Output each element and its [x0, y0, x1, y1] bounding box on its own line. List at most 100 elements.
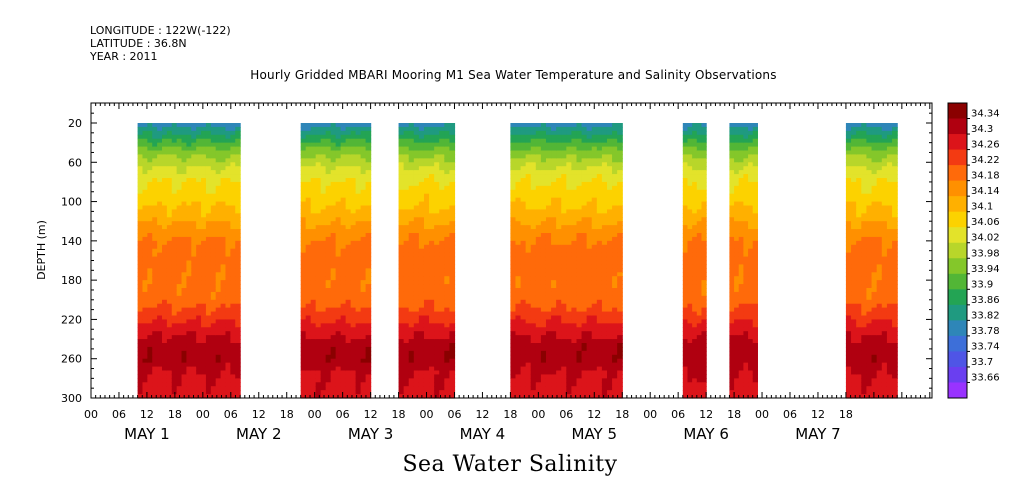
salinity-cell [335, 123, 342, 128]
salinity-cell [612, 205, 618, 211]
salinity-cell [162, 162, 168, 167]
salinity-cell [576, 162, 583, 167]
salinity-cell [423, 382, 430, 387]
salinity-cell [530, 378, 537, 383]
salinity-cell [556, 315, 562, 321]
salinity-cell [325, 126, 332, 132]
salinity-cell [525, 272, 532, 277]
salinity-cell [449, 130, 456, 136]
salinity-cell [696, 154, 703, 159]
salinity-cell [325, 311, 332, 317]
salinity-cell [147, 264, 153, 269]
salinity-cell [556, 225, 562, 230]
salinity-cell [345, 311, 352, 317]
salinity-cell [449, 256, 456, 262]
salinity-cell [330, 350, 337, 356]
salinity-cell [581, 268, 588, 273]
salinity-cell [413, 225, 420, 230]
salinity-cell [305, 358, 312, 364]
salinity-cell [545, 394, 552, 399]
salinity-cell [225, 256, 231, 262]
salinity-cell [581, 126, 588, 132]
salinity-cell [345, 154, 352, 159]
salinity-cell [235, 256, 241, 262]
salinity-cell [551, 288, 557, 293]
salinity-cell [345, 193, 352, 199]
salinity-cell [423, 264, 430, 269]
salinity-cell [692, 331, 698, 336]
salinity-cell [566, 370, 572, 376]
salinity-cell [335, 260, 342, 266]
salinity-cell [551, 142, 557, 148]
salinity-cell [310, 229, 317, 234]
salinity-cell [196, 213, 202, 218]
salinity-cell [201, 370, 207, 376]
salinity-cell [525, 252, 532, 258]
salinity-cell [617, 362, 623, 368]
salinity-cell [545, 362, 552, 368]
salinity-cell [515, 229, 522, 234]
salinity-cell [142, 331, 148, 336]
salinity-cell [305, 323, 312, 328]
salinity-cell [360, 225, 367, 230]
salinity-cell [157, 205, 163, 211]
salinity-cell [692, 170, 698, 175]
salinity-cell [166, 174, 173, 179]
salinity-cell [210, 374, 217, 379]
salinity-cell [576, 201, 583, 207]
salinity-cell [176, 123, 183, 128]
salinity-cell [591, 229, 598, 234]
salinity-cell [576, 354, 583, 360]
salinity-cell [210, 386, 217, 391]
salinity-cell [576, 390, 583, 395]
salinity-cell [142, 181, 148, 187]
salinity-cell [687, 382, 693, 387]
salinity-cell [591, 189, 598, 195]
salinity-cell [196, 134, 202, 140]
salinity-cell [176, 205, 183, 211]
salinity-cell [551, 158, 557, 163]
salinity-cell [166, 146, 173, 152]
salinity-cell [429, 209, 435, 214]
salinity-cell [176, 311, 183, 317]
salinity-cell [530, 303, 537, 309]
salinity-cell [692, 288, 698, 293]
salinity-cell [345, 386, 352, 391]
salinity-cell [162, 272, 168, 277]
salinity-cell [601, 166, 608, 171]
salinity-cell [403, 307, 410, 313]
salinity-cell [152, 213, 158, 218]
salinity-cell [315, 382, 322, 387]
salinity-cell [196, 126, 202, 132]
salinity-cell [520, 138, 527, 144]
salinity-cell [345, 197, 352, 203]
salinity-cell [137, 138, 144, 144]
salinity-cell [147, 272, 153, 277]
salinity-cell [596, 130, 603, 136]
salinity-cell [586, 327, 593, 332]
salinity-cell [350, 284, 357, 289]
salinity-cell [315, 126, 322, 132]
salinity-cell [186, 319, 192, 324]
salinity-cell [687, 233, 693, 238]
salinity-cell [540, 331, 547, 336]
salinity-cell [566, 240, 572, 246]
salinity-cell [612, 225, 618, 230]
salinity-cell [413, 248, 420, 254]
salinity-cell [340, 370, 347, 376]
salinity-cell [142, 327, 148, 332]
salinity-cell [423, 378, 430, 383]
salinity-cell [551, 264, 557, 269]
salinity-cell [561, 174, 567, 179]
salinity-cell [220, 217, 227, 222]
salinity-cell [225, 201, 231, 207]
salinity-cell [510, 217, 517, 222]
salinity-cell [601, 217, 608, 222]
salinity-cell [201, 386, 207, 391]
salinity-cell [355, 288, 362, 293]
salinity-cell [444, 201, 450, 207]
salinity-cell [586, 244, 593, 250]
salinity-cell [423, 319, 430, 324]
salinity-cell [235, 240, 241, 246]
salinity-cell [137, 284, 144, 289]
